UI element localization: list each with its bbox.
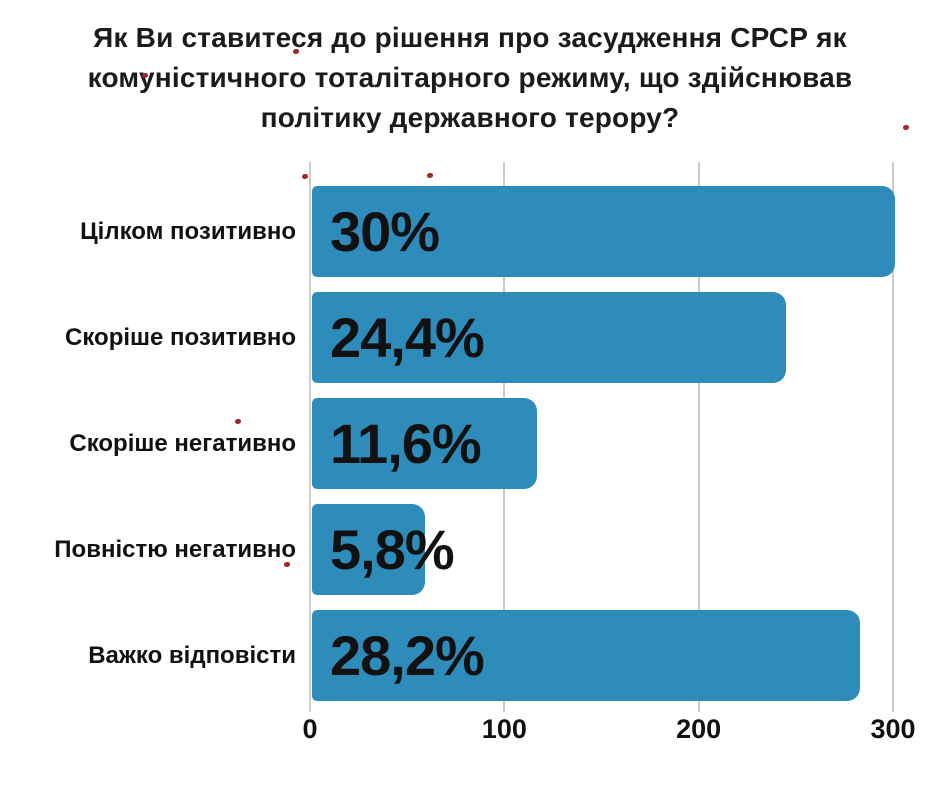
red-speck bbox=[284, 562, 290, 567]
bar-cilkom-pozytyvno: 30% bbox=[312, 186, 895, 277]
x-tick-label: 100 bbox=[481, 714, 527, 744]
gridline bbox=[309, 162, 311, 712]
bar-value-label: 11,6% bbox=[330, 412, 482, 475]
bar-value-label: 28,2% bbox=[330, 624, 485, 687]
red-speck bbox=[302, 174, 308, 179]
red-speck bbox=[903, 125, 909, 130]
chart-title-line: Як Ви ставитеся до рішення про засудженн… bbox=[93, 22, 847, 53]
gridline bbox=[892, 162, 894, 712]
bar-value-label: 5,8% bbox=[330, 518, 455, 581]
category-label: Повністю негативно bbox=[54, 535, 296, 563]
bar-value-label: 30% bbox=[330, 200, 440, 263]
gridline bbox=[697, 162, 700, 712]
red-speck bbox=[142, 73, 148, 78]
category-label: Важко відповісти bbox=[88, 641, 296, 669]
red-speck bbox=[293, 49, 299, 54]
bar-povnistiu-nehatyvno: 5,8% bbox=[312, 504, 455, 595]
x-tick-label: 300 bbox=[870, 714, 916, 744]
bar-skorishe-pozytyvno: 24,4% bbox=[312, 292, 786, 383]
chart-title-line: комуністичного тоталітарного режиму, що … bbox=[87, 62, 853, 93]
category-label: Скоріше позитивно bbox=[65, 323, 296, 351]
red-speck bbox=[235, 419, 241, 424]
red-speck bbox=[427, 173, 433, 178]
chart-title: Як Ви ставитеся до рішення про засудженн… bbox=[0, 18, 940, 138]
category-label: Скоріше негативно bbox=[69, 429, 296, 457]
bar-skorishe-nehatyvno: 11,6% bbox=[312, 398, 537, 489]
bar-vazhko-vidpovisty: 28,2% bbox=[312, 610, 860, 701]
bar-value-label: 24,4% bbox=[330, 306, 485, 369]
chart-title-line: політику державного терору? bbox=[260, 102, 680, 133]
x-tick-label: 0 bbox=[302, 714, 318, 744]
x-tick-label: 200 bbox=[676, 714, 722, 744]
category-label: Цілком позитивно bbox=[80, 217, 296, 245]
